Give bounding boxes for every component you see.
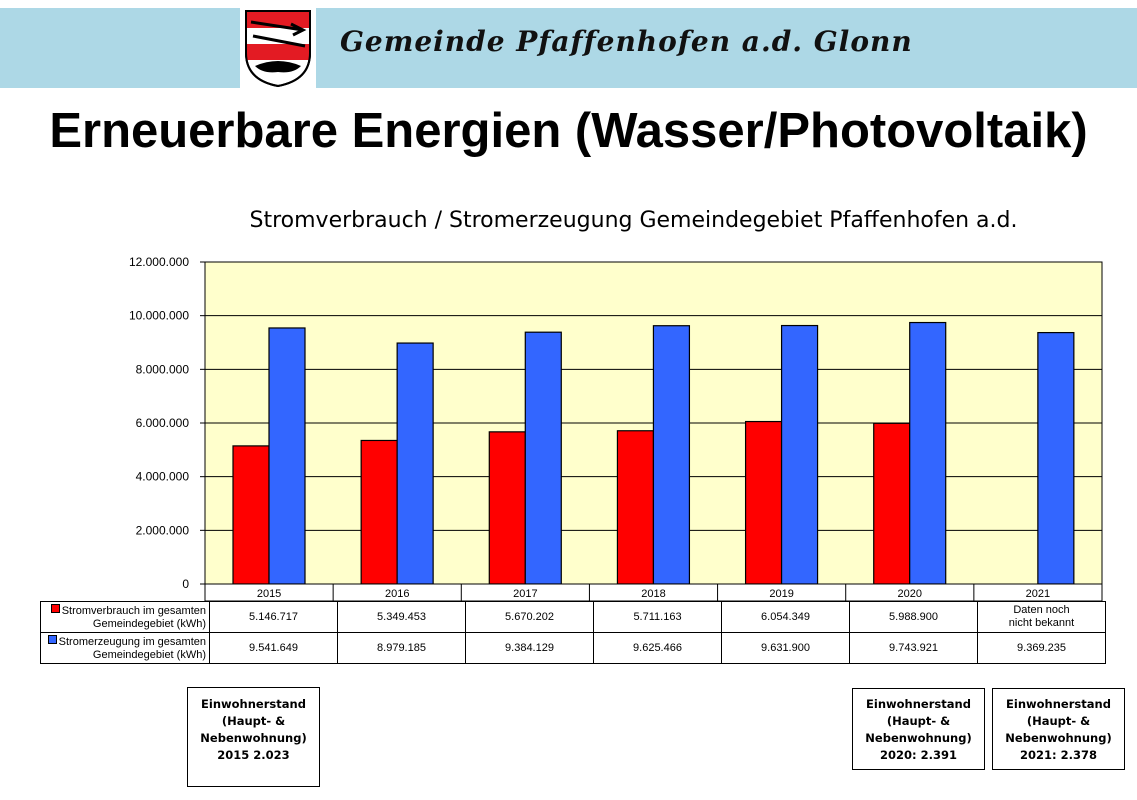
chart-title: Stromverbrauch / Stromerzeugung Gemeinde… xyxy=(249,208,1018,233)
table-cell: 9.625.466 xyxy=(593,632,722,664)
box-line: Einwohnerstand xyxy=(201,697,306,711)
table-cell: 5.146.717 xyxy=(209,601,338,633)
y-tick-label: 2.000.000 xyxy=(136,523,190,537)
legend-consumption: Stromverbrauch im gesamten Gemeindegebie… xyxy=(40,601,210,633)
box-line: (Haupt- & xyxy=(1026,714,1091,728)
x-tick-label: 2017 xyxy=(513,588,537,600)
legend-label: Gemeindegebiet (kWh) xyxy=(92,617,206,630)
table-cell: 9.541.649 xyxy=(209,632,338,664)
table-row-production: Stromerzeugung im gesamten Gemeindegebie… xyxy=(40,632,1106,664)
box-line: Einwohnerstand xyxy=(1006,697,1111,711)
legend-label: Stromverbrauch im gesamten xyxy=(61,604,206,617)
table-cell: 8.979.185 xyxy=(337,632,466,664)
x-tick-label: 2016 xyxy=(385,588,409,600)
bar-consumption xyxy=(488,431,526,585)
box-line: 2015 2.023 xyxy=(217,748,290,762)
box-line: 2020: 2.391 xyxy=(880,748,957,762)
table-cell: 9.369.235 xyxy=(977,632,1106,664)
bar-consumption xyxy=(616,430,655,585)
y-tick-label: 8.000.000 xyxy=(136,362,190,376)
table-cell: 9.631.900 xyxy=(721,632,850,664)
table-cell: 5.988.900 xyxy=(849,601,978,633)
bar-production xyxy=(268,327,306,585)
table-row-consumption: Stromverbrauch im gesamten Gemeindegebie… xyxy=(40,601,1106,633)
y-tick-label: 10.000.000 xyxy=(129,309,189,323)
table-cell: 5.711.163 xyxy=(593,601,722,633)
bar-production xyxy=(909,321,947,585)
x-tick-label: 2018 xyxy=(641,588,665,600)
box-line: (Haupt- & xyxy=(221,714,286,728)
y-tick-label: 6.000.000 xyxy=(136,416,190,430)
cell-text: Daten noch xyxy=(1013,604,1070,616)
box-line: Nebenwohnung) xyxy=(865,731,972,745)
x-tick-label: 2021 xyxy=(1026,588,1050,600)
table-cell: 5.349.453 xyxy=(337,601,466,633)
population-box-2020: Einwohnerstand (Haupt- & Nebenwohnung) 2… xyxy=(852,688,985,770)
table-cell: 6.054.349 xyxy=(721,601,850,633)
bar-production xyxy=(780,324,819,585)
legend-key-blue xyxy=(47,634,57,644)
x-tick-label: 2019 xyxy=(769,588,793,600)
bar-production xyxy=(524,331,562,585)
bar-production xyxy=(396,342,434,585)
legend-key-red xyxy=(50,603,60,613)
table-cell: 9.384.129 xyxy=(465,632,594,664)
box-line: 2021: 2.378 xyxy=(1020,748,1097,762)
x-tick-label: 2015 xyxy=(257,588,281,600)
box-line: (Haupt- & xyxy=(886,714,951,728)
legend-label: Gemeindegebiet (kWh) xyxy=(92,648,206,661)
header-banner xyxy=(0,8,1137,88)
y-tick-label: 12.000.000 xyxy=(129,255,189,269)
bar-production xyxy=(1037,331,1075,585)
y-tick-label: 4.000.000 xyxy=(136,470,190,484)
bar-consumption xyxy=(360,439,398,585)
data-table: Stromverbrauch im gesamten Gemeindegebie… xyxy=(40,601,1106,664)
legend-production: Stromerzeugung im gesamten Gemeindegebie… xyxy=(40,632,210,664)
box-line: Nebenwohnung) xyxy=(200,731,307,745)
table-cell: 5.670.202 xyxy=(465,601,594,633)
legend-label: Stromerzeugung im gesamten xyxy=(58,635,206,648)
y-tick-label: 0 xyxy=(182,577,189,591)
box-line: Nebenwohnung) xyxy=(1005,731,1112,745)
bar-consumption xyxy=(873,422,911,585)
page-headline: Erneuerbare Energien (Wasser/Photovoltai… xyxy=(49,104,1088,158)
table-cell: 9.743.921 xyxy=(849,632,978,664)
box-line: Einwohnerstand xyxy=(866,697,971,711)
table-cell-not-known: Daten noch nicht bekannt xyxy=(977,601,1106,633)
bar-consumption xyxy=(744,420,783,585)
population-box-2015: Einwohnerstand (Haupt- & Nebenwohnung) 2… xyxy=(187,687,320,787)
population-box-2021: Einwohnerstand (Haupt- & Nebenwohnung) 2… xyxy=(992,688,1125,770)
coat-of-arms-logo xyxy=(245,10,311,88)
cell-text: nicht bekannt xyxy=(1008,617,1075,629)
bar-consumption xyxy=(232,445,270,585)
x-tick-label: 2020 xyxy=(898,588,922,600)
municipality-name: Gemeinde Pfaffenhofen a.d. Glonn xyxy=(340,25,913,58)
bar-production xyxy=(652,325,691,585)
